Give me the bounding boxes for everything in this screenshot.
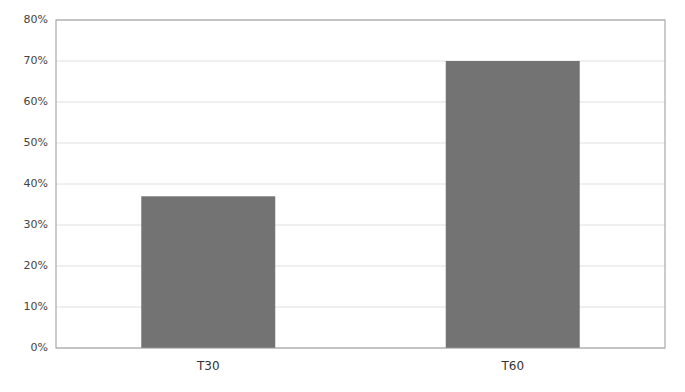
y-axis: 0% 10% 20% 30% 40% 50% 60% 70% 80% [24, 13, 48, 354]
bar [446, 61, 580, 348]
bar [141, 196, 275, 348]
y-tick-label: 10% [24, 300, 48, 313]
x-tick-label: T60 [500, 359, 524, 373]
y-tick-label: 80% [24, 13, 48, 26]
y-tick-label: 0% [31, 341, 48, 354]
grid [56, 20, 665, 348]
y-tick-label: 70% [24, 54, 48, 67]
chart-container: 0% 10% 20% 30% 40% 50% 60% 70% 80% T30 T60 [0, 0, 685, 392]
y-tick-label: 30% [24, 218, 48, 231]
plot-frame [56, 20, 665, 348]
y-tick-label: 20% [24, 259, 48, 272]
chart-svg: 0% 10% 20% 30% 40% 50% 60% 70% 80% T30 T60 [0, 0, 685, 392]
y-tick-label: 60% [24, 95, 48, 108]
x-tick-label: T30 [196, 359, 220, 373]
bars [141, 61, 579, 348]
x-axis: T30 T60 [196, 359, 524, 373]
y-tick-label: 40% [24, 177, 48, 190]
y-tick-label: 50% [24, 136, 48, 149]
